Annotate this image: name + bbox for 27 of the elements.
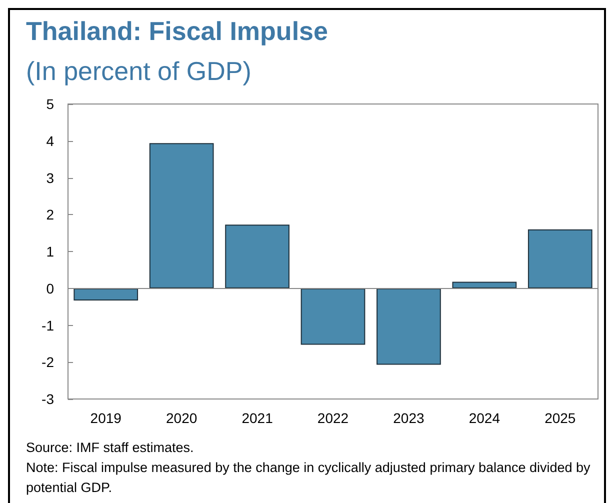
y-tick-label: 5: [46, 96, 54, 112]
bar: [225, 224, 290, 288]
y-tick-label: -3: [42, 391, 54, 407]
y-tick-label: 1: [46, 244, 54, 260]
x-tick-label: 2023: [393, 410, 424, 426]
bar: [149, 143, 214, 288]
y-tick-label: -1: [42, 317, 54, 334]
bar: [376, 288, 441, 365]
y-tick-label: 2: [46, 206, 54, 223]
chart-title: Thailand: Fiscal Impulse: [26, 16, 328, 47]
y-tick-label: -2: [42, 354, 54, 370]
y-tick-label: 4: [46, 132, 54, 149]
x-tick-label: 2021: [242, 410, 274, 426]
source-note: Source: IMF staff estimates.: [26, 439, 195, 457]
bar: [300, 288, 366, 345]
x-tick-label: 2022: [317, 410, 349, 426]
bar: [452, 282, 517, 288]
bar: [528, 229, 592, 288]
x-tick-label: 2020: [166, 410, 198, 426]
x-tick-label: 2019: [90, 410, 122, 426]
y-tick-label: 3: [46, 170, 54, 186]
x-tick-label: 2025: [544, 410, 576, 426]
y-tick-label: 0: [46, 280, 54, 296]
x-tick-label: 2024: [468, 410, 500, 426]
text: Note: Fiscal impulse measured by the change in cyclically adjusted primary balance divided by potential GDP.: [26, 459, 592, 497]
chart-subtitle: (In percent of GDP): [26, 56, 252, 87]
bar: [74, 288, 138, 301]
